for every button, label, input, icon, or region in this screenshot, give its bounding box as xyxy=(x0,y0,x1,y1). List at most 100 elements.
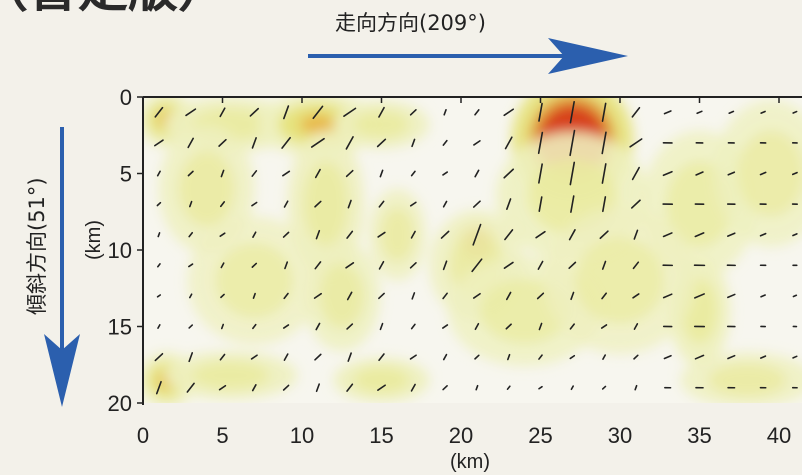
slip-vector xyxy=(662,293,673,299)
slip-vector xyxy=(410,383,416,392)
slip-vector xyxy=(218,384,227,391)
slip-vector xyxy=(185,108,197,117)
slip-vector xyxy=(632,261,640,270)
slip-vector xyxy=(220,262,225,269)
slip-patch xyxy=(543,207,697,355)
slip-vector xyxy=(569,354,576,360)
slip-vector xyxy=(343,107,357,118)
slip-vector xyxy=(538,354,543,360)
slip-vector xyxy=(569,323,575,330)
slip-vector xyxy=(474,109,480,116)
slip-vector xyxy=(219,232,226,238)
slip-vector xyxy=(503,261,514,269)
slip-vector xyxy=(346,230,354,239)
slip-vector xyxy=(314,261,322,270)
slip-vector xyxy=(188,231,194,238)
slip-vector xyxy=(442,139,448,146)
slip-vector xyxy=(409,354,417,360)
strike-arrow-head xyxy=(548,38,628,74)
x-tick-label: 35 xyxy=(687,423,711,448)
slip-vector xyxy=(632,293,640,299)
slip-vector xyxy=(760,294,766,298)
slip-vector xyxy=(409,261,417,269)
slip-vector xyxy=(472,223,482,246)
slip-vector xyxy=(792,233,798,237)
slip-vector xyxy=(475,384,479,391)
slip-vector xyxy=(346,291,353,301)
slip-vector xyxy=(378,106,385,118)
slip-vector xyxy=(314,168,321,179)
slip-vector xyxy=(599,230,609,240)
slip-vector xyxy=(283,292,289,300)
slip-vector xyxy=(631,166,640,181)
slip-vector xyxy=(633,323,639,330)
slip-vector xyxy=(219,201,226,208)
slip-vector xyxy=(759,232,767,237)
slip-vector xyxy=(696,110,703,115)
slip-vector xyxy=(506,198,512,211)
slip-vector xyxy=(634,384,638,391)
slip-vector xyxy=(186,382,195,393)
slip-vector xyxy=(378,200,385,208)
slip-vector xyxy=(187,137,194,149)
slip-vector xyxy=(251,137,257,149)
x-tick-label: 10 xyxy=(290,423,314,448)
slip-vector xyxy=(188,324,194,329)
slip-vector xyxy=(694,232,705,238)
slip-vector xyxy=(694,354,705,360)
slip-vector xyxy=(377,384,386,391)
slip-vector xyxy=(792,355,798,359)
slip-vector xyxy=(379,169,384,178)
slip-vector xyxy=(409,109,417,116)
slip-vector xyxy=(662,170,673,177)
y-tick-label: 10 xyxy=(108,238,132,263)
slip-vector xyxy=(536,292,545,300)
slip-vector xyxy=(251,201,258,207)
slip-vector xyxy=(188,200,193,208)
slip-vector xyxy=(694,293,705,299)
x-tick-labels: 0 5 10 15 20 25 30 35 40 xyxy=(137,97,791,448)
slip-patch xyxy=(333,100,430,149)
slip-vector xyxy=(157,324,161,329)
axes xyxy=(142,96,802,405)
slip-vector xyxy=(220,293,225,299)
slip-vector xyxy=(282,231,290,238)
slip-vector xyxy=(695,171,704,176)
title-fragment: （暫定版） xyxy=(0,0,228,18)
slip-vector xyxy=(601,292,607,300)
slip-vector xyxy=(156,263,161,268)
slip-vector xyxy=(443,108,447,116)
slip-patch xyxy=(187,216,322,345)
slip-vector xyxy=(347,352,352,362)
slip-vector xyxy=(249,107,260,117)
slip-vector xyxy=(472,200,481,208)
slip-vector xyxy=(156,201,162,207)
slip-vector xyxy=(442,200,448,208)
x-tick-label: 30 xyxy=(608,423,632,448)
slip-vector xyxy=(440,230,450,239)
slip-vector xyxy=(315,322,321,331)
slip-vector xyxy=(629,138,643,148)
slip-vector xyxy=(538,385,543,390)
slip-vector xyxy=(156,294,162,298)
slip-vector xyxy=(409,201,417,207)
slip-vector xyxy=(284,261,289,270)
slip-vector xyxy=(187,170,194,177)
slip-vector xyxy=(377,231,386,238)
slip-vector xyxy=(633,229,639,240)
slip-vector xyxy=(569,129,576,157)
x-tick-label: 20 xyxy=(449,423,473,448)
slip-vector xyxy=(600,324,608,329)
slip-vector xyxy=(345,169,354,178)
slip-vector xyxy=(663,354,672,360)
slip-vector xyxy=(535,230,546,239)
slip-vectors xyxy=(154,101,799,395)
slip-vector xyxy=(188,352,194,363)
slip-vector xyxy=(220,169,225,178)
y-axis-label: (km) xyxy=(83,220,105,260)
slip-vector xyxy=(347,199,352,209)
slip-vector xyxy=(601,102,607,122)
slip-vector xyxy=(218,138,227,147)
slip-vector xyxy=(727,232,736,237)
slip-vector xyxy=(315,229,321,240)
